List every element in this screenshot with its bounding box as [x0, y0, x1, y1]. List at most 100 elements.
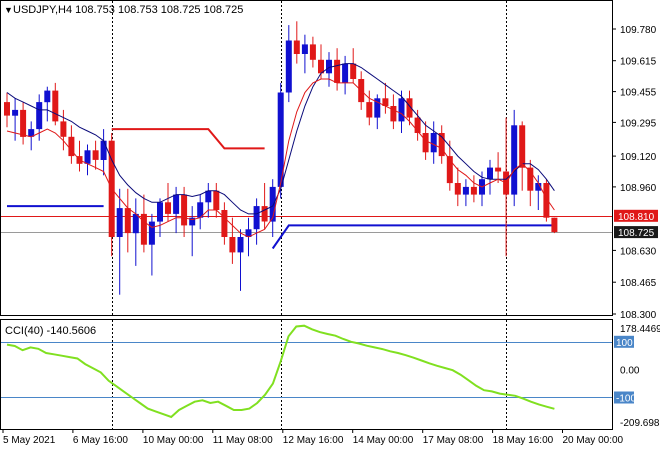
price-tick-label: 109.295 — [620, 118, 657, 129]
price-tick-label: 109.780 — [620, 25, 657, 36]
candle — [503, 117, 510, 257]
indicator-axis: 178.4469 100 0.00 -100 -209.6983 — [614, 324, 660, 429]
candle-body — [430, 133, 437, 153]
time-tick-label: 5 May 2021 — [3, 435, 56, 446]
candle-body — [318, 59, 324, 74]
candle — [4, 92, 10, 128]
candle — [100, 129, 107, 176]
candle — [132, 198, 139, 266]
price-tick-label: 109.455 — [620, 88, 657, 99]
price-tick-label: 108.300 — [620, 310, 657, 321]
candle-body — [301, 44, 308, 54]
candle — [334, 48, 341, 91]
candle — [519, 121, 526, 191]
price-label: 108.810 — [618, 212, 655, 223]
candle — [438, 125, 445, 164]
candle-body — [116, 208, 123, 237]
candle — [398, 90, 405, 133]
candle — [44, 86, 51, 122]
candle — [414, 109, 421, 141]
candle-body — [28, 129, 35, 137]
time-tick-label: 11 May 08:00 — [213, 435, 273, 446]
candle-body — [245, 229, 252, 237]
time-tick-label: 6 May 16:00 — [73, 435, 128, 446]
price-tick-label: 108.465 — [620, 278, 657, 289]
candle-body — [44, 90, 51, 103]
candle — [68, 125, 75, 164]
indicator-title: CCI(40) -140.5606 — [5, 325, 96, 337]
candle — [543, 179, 550, 222]
candle-body — [189, 217, 196, 226]
candle-body — [92, 150, 99, 160]
candle-body — [4, 102, 10, 116]
candle-body — [543, 183, 550, 218]
candle-body — [438, 133, 445, 157]
candles — [4, 21, 558, 295]
candle — [261, 183, 268, 230]
candle — [350, 48, 357, 83]
candle-body — [446, 156, 453, 184]
candle — [527, 159, 534, 207]
candle — [92, 140, 99, 170]
candle-body — [148, 221, 155, 245]
candle — [148, 213, 155, 276]
candle-body — [60, 121, 67, 137]
candle-body — [165, 202, 171, 214]
candle-body — [229, 237, 236, 253]
price-tick-label: 108.960 — [620, 183, 657, 194]
cci-level-box — [614, 391, 634, 404]
price-tick-label: 109.615 — [620, 57, 657, 68]
candle — [189, 206, 196, 257]
candle — [277, 82, 284, 199]
candle-body — [181, 194, 188, 226]
candle-body — [551, 217, 558, 233]
candle — [309, 36, 316, 68]
candle-body — [132, 213, 139, 234]
candle — [511, 109, 518, 207]
time-tick-label: 12 May 16:00 — [283, 435, 344, 446]
price-label-box — [614, 226, 658, 239]
candle-body — [535, 183, 542, 191]
time-tick-label: 17 May 08:00 — [423, 435, 484, 446]
price-label: 108.725 — [618, 228, 655, 239]
candle-body — [36, 102, 43, 130]
candle-body — [519, 125, 526, 168]
candle — [446, 140, 453, 191]
candle — [535, 175, 542, 210]
red-step-level — [111, 128, 265, 150]
candle — [173, 186, 180, 234]
candle-body — [261, 206, 268, 222]
candle-body — [406, 98, 413, 118]
candle — [20, 102, 27, 145]
candle-body — [100, 140, 107, 160]
price-pane-frame — [0, 0, 613, 316]
candle-body — [374, 98, 381, 118]
candle-body — [414, 117, 421, 133]
candle-body — [350, 63, 357, 79]
price-tick-label: 109.120 — [620, 152, 657, 163]
cci-level-box — [614, 335, 634, 348]
candle — [76, 140, 83, 172]
cci-tick-label: -209.6983 — [620, 418, 660, 429]
candle-body — [52, 90, 59, 122]
candle-body — [253, 206, 260, 230]
candle — [116, 188, 123, 295]
candle — [84, 144, 91, 176]
time-tick-label: 14 May 00:00 — [353, 435, 414, 446]
candle-body — [511, 125, 518, 195]
price-axis: 109.780 109.615 109.455 109.295 109.120 108.9… — [612, 25, 658, 321]
time-tick-label: 10 May 00:00 — [143, 435, 204, 446]
candle — [157, 198, 163, 237]
candle-body — [334, 59, 341, 83]
candle-body — [309, 44, 316, 60]
candle — [165, 183, 171, 222]
cci-series-line — [6, 324, 555, 419]
candle-body — [487, 167, 493, 180]
candle — [213, 183, 220, 218]
candle-body — [197, 202, 204, 218]
price-tick-label: 108.630 — [620, 246, 657, 257]
cci-level-label: 100 — [616, 338, 633, 349]
candle-body — [213, 190, 220, 210]
step-levels — [1, 128, 612, 250]
